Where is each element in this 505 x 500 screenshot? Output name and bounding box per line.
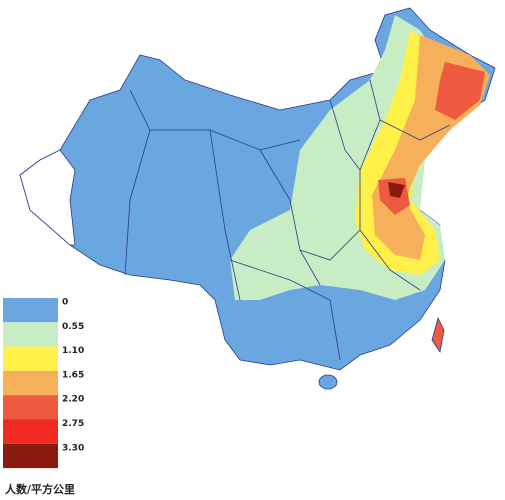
legend-swatch: [3, 395, 58, 420]
legend-label: 3.30: [62, 443, 84, 453]
legend-label: 2.75: [62, 419, 84, 429]
legend-label: 0: [62, 298, 68, 308]
hainan-island: [318, 374, 338, 390]
legend-swatch: [3, 419, 58, 444]
china-map: [19, 7, 496, 390]
legend: 0 0.55 1.10 1.65 2.20 2.75 3.30: [3, 298, 84, 469]
low-density-area: [19, 149, 76, 246]
legend-title: 人数/平方公里: [5, 482, 75, 496]
legend-label: 2.20: [62, 395, 84, 405]
legend-swatch: [3, 322, 58, 347]
legend-label: 1.65: [62, 370, 84, 380]
province-borders: [124, 79, 451, 361]
legend-swatch: [3, 443, 58, 469]
legend-swatch: [3, 370, 58, 396]
densest-area: [388, 182, 405, 198]
legend-swatch: [3, 346, 58, 371]
taiwan-island: [431, 316, 445, 354]
legend-label: 1.10: [62, 346, 84, 356]
dense-area: [378, 62, 485, 215]
legend-swatch: [3, 298, 58, 323]
legend-label: 0.55: [62, 322, 84, 332]
